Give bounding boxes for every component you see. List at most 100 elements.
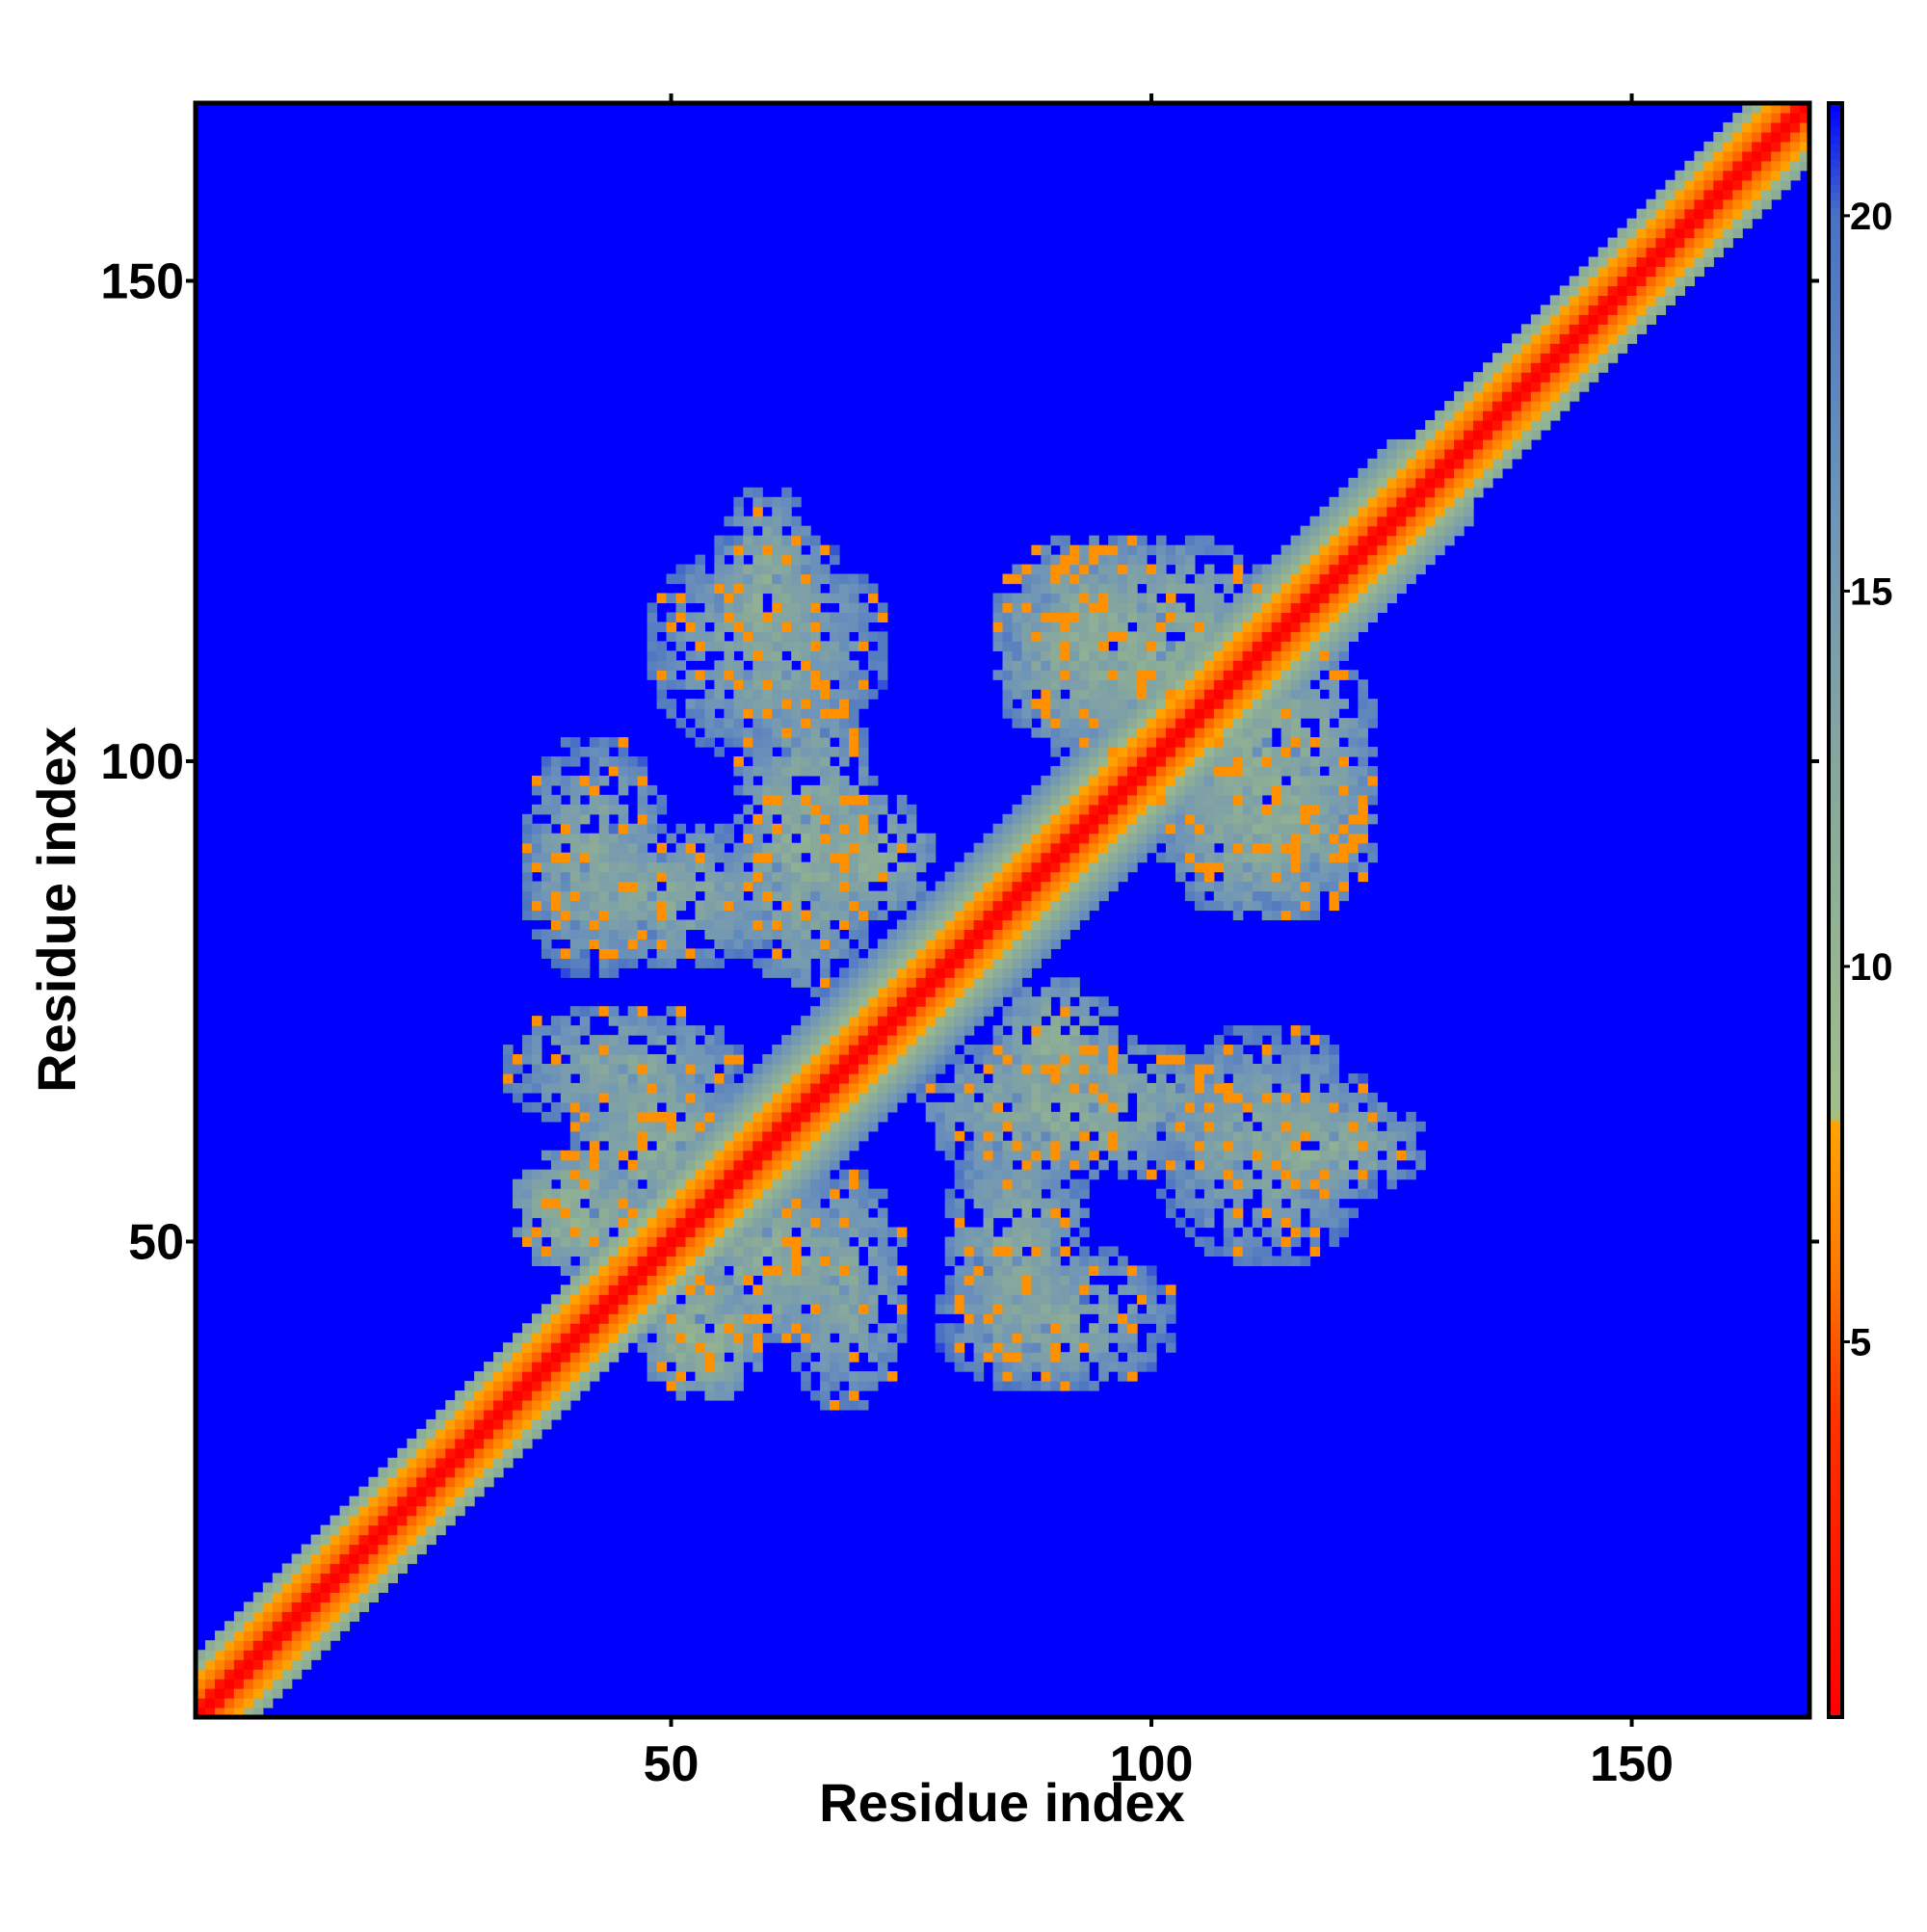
heatmap-cell: [830, 890, 840, 902]
heatmap-cell: [1118, 1256, 1128, 1266]
heatmap-cell: [733, 1207, 744, 1219]
heatmap-cell: [1098, 1352, 1109, 1363]
heatmap-cell: [1203, 1159, 1215, 1171]
heatmap-cell: [1242, 573, 1254, 585]
heatmap-cell: [848, 1082, 859, 1094]
heatmap-cell: [1175, 1064, 1186, 1074]
heatmap-cell: [407, 1486, 417, 1497]
heatmap-cell: [983, 1006, 994, 1017]
heatmap-cell: [598, 1207, 610, 1219]
heatmap-cell: [1118, 631, 1128, 642]
heatmap-cell: [358, 1553, 370, 1565]
heatmap-cell: [291, 1650, 303, 1660]
heatmap-cell: [848, 1390, 859, 1401]
heatmap-cell: [560, 1294, 571, 1305]
heatmap-cell: [349, 1601, 360, 1612]
heatmap-cell: [656, 1178, 668, 1190]
heatmap-cell: [839, 1121, 850, 1132]
heatmap-cell: [935, 958, 946, 968]
heatmap-cell: [1021, 1064, 1033, 1074]
heatmap-cell: [1108, 1082, 1119, 1094]
heatmap-cell: [925, 958, 937, 968]
heatmap-cell: [752, 1256, 763, 1266]
heatmap-cell: [598, 871, 610, 883]
heatmap-cell: [349, 1592, 360, 1602]
heatmap-cell: [801, 1217, 811, 1229]
heatmap-cell: [569, 1006, 581, 1017]
heatmap-cell: [915, 948, 927, 959]
heatmap-cell: [992, 977, 1004, 988]
heatmap-cell: [513, 1409, 523, 1420]
heatmap-cell: [541, 1082, 552, 1094]
heatmap-cell: [675, 1169, 687, 1180]
heatmap-cell: [743, 1294, 753, 1305]
heatmap-cell: [781, 708, 792, 719]
heatmap-cell: [608, 890, 620, 902]
heatmap-cell: [569, 737, 581, 748]
heatmap-cell: [531, 1016, 542, 1026]
heatmap-cell: [1069, 842, 1080, 854]
heatmap-cell: [886, 900, 898, 912]
heatmap-cell: [589, 852, 600, 863]
heatmap-cell: [637, 1265, 648, 1276]
heatmap-cell: [666, 1313, 677, 1324]
heatmap-cell: [752, 813, 763, 825]
heatmap-cell: [1069, 708, 1080, 719]
heatmap-cell: [647, 861, 658, 873]
heatmap-cell: [781, 1082, 792, 1094]
heatmap-cell: [896, 794, 908, 806]
heatmap-cell: [1002, 602, 1014, 614]
heatmap-cell: [801, 1198, 811, 1209]
heatmap-cell: [791, 583, 802, 595]
heatmap-cell: [877, 1016, 888, 1026]
heatmap-cell: [954, 1323, 965, 1334]
heatmap-cell: [830, 852, 840, 863]
heatmap-cell: [915, 852, 927, 863]
heatmap-cell: [1184, 1072, 1196, 1084]
heatmap-cell: [1232, 1188, 1244, 1200]
heatmap-cell: [560, 1333, 571, 1343]
heatmap-cell: [810, 747, 821, 757]
heatmap-cell: [1060, 660, 1070, 671]
heatmap-cell: [772, 1111, 782, 1123]
heatmap-cell: [743, 689, 753, 700]
heatmap-cell: [781, 890, 792, 902]
heatmap-cell: [867, 1092, 879, 1103]
heatmap-cell: [1002, 1169, 1014, 1180]
heatmap-cell: [685, 1313, 697, 1324]
heatmap-cell: [992, 1198, 1004, 1209]
heatmap-cell: [1079, 1256, 1090, 1266]
heatmap-cell: [830, 1323, 840, 1334]
heatmap-cell: [656, 1246, 668, 1257]
heatmap-cell: [310, 1563, 322, 1575]
heatmap-cell: [252, 1688, 264, 1699]
heatmap-cell: [733, 765, 744, 777]
heatmap-cell: [618, 1284, 629, 1295]
heatmap-cell: [589, 1246, 600, 1257]
heatmap-cell: [675, 1006, 687, 1017]
heatmap-cell: [589, 939, 600, 949]
heatmap-cell: [387, 1573, 398, 1584]
heatmap-cell: [743, 833, 753, 844]
heatmap-cell: [1021, 1313, 1033, 1324]
heatmap-cell: [733, 784, 744, 796]
heatmap-cell: [1041, 1256, 1051, 1266]
heatmap-cell: [848, 890, 859, 902]
heatmap-cell: [503, 1082, 514, 1094]
heatmap-cell: [598, 833, 610, 844]
heatmap-cell: [1165, 699, 1176, 709]
heatmap-cell: [1137, 660, 1148, 671]
heatmap-cell: [944, 1246, 956, 1257]
heatmap-cell: [992, 948, 1004, 959]
heatmap-cell: [944, 1256, 956, 1266]
heatmap-cell: [820, 794, 831, 806]
heatmap-cell: [820, 1111, 831, 1123]
heatmap-cell: [550, 1111, 562, 1123]
heatmap-cell: [1203, 699, 1215, 709]
heatmap-cell: [1156, 1092, 1167, 1103]
heatmap-cell: [1060, 1313, 1070, 1324]
heatmap-cell: [839, 755, 850, 767]
heatmap-cell: [1137, 1294, 1148, 1305]
heatmap-cell: [830, 929, 840, 940]
heatmap-cell: [1060, 1381, 1070, 1391]
